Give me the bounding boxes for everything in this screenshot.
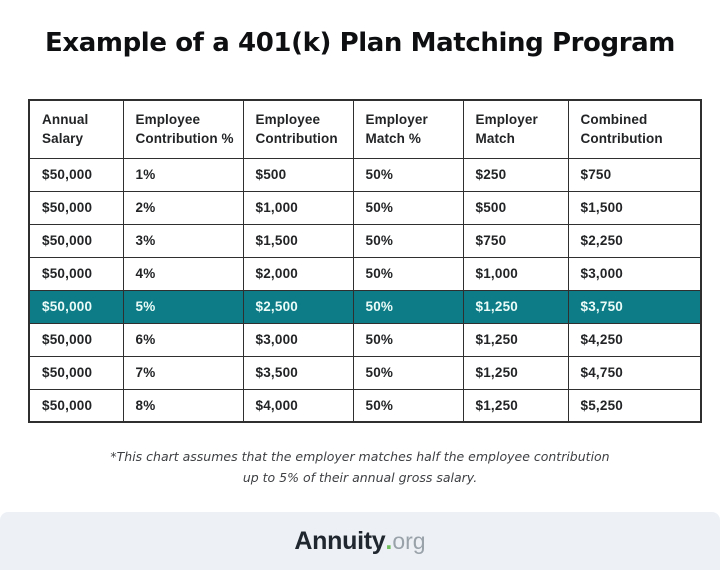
table-cell: 50% <box>352 322 464 357</box>
table-cell: $50,000 <box>28 355 124 390</box>
table-cell: $250 <box>462 157 569 192</box>
table-cell: $50,000 <box>28 322 124 357</box>
table-cell: $50,000 <box>28 223 124 258</box>
table-cell: 50% <box>352 388 464 423</box>
table-cell: $750 <box>567 157 702 192</box>
table-cell: $750 <box>462 223 569 258</box>
table-cell: $50,000 <box>28 157 124 192</box>
table-cell: $2,500 <box>242 289 354 324</box>
table-cell: $4,000 <box>242 388 354 423</box>
table-cell: $50,000 <box>28 388 124 423</box>
column-header-employee-contribution: Employee Contribution <box>242 99 354 159</box>
column-header-combined-contribution: Combined Contribution <box>567 99 702 159</box>
table-cell: $1,250 <box>462 388 569 423</box>
table-cell: $50,000 <box>28 256 124 291</box>
table-row-highlighted: $50,000 5% $2,500 50% $1,250 $3,750 <box>28 289 702 324</box>
table-cell: $2,250 <box>567 223 702 258</box>
table-cell: 50% <box>352 256 464 291</box>
table-cell: $3,000 <box>242 322 354 357</box>
table-row: $50,000 3% $1,500 50% $750 $2,250 <box>28 223 702 258</box>
table-row: $50,000 2% $1,000 50% $500 $1,500 <box>28 190 702 225</box>
footnote-line-1: *This chart assumes that the employer ma… <box>110 449 610 464</box>
table-cell: $2,000 <box>242 256 354 291</box>
table-cell: $1,500 <box>567 190 702 225</box>
table-cell: 5% <box>122 289 244 324</box>
footer-bar: Annuity. org <box>0 512 720 570</box>
column-header-annual-salary: Annual Salary <box>28 99 124 159</box>
column-header-employer-match-pct: Employer Match % <box>352 99 464 159</box>
table-cell: 6% <box>122 322 244 357</box>
table-cell: 1% <box>122 157 244 192</box>
table-cell: $500 <box>462 190 569 225</box>
column-header-employer-match: Employer Match <box>462 99 569 159</box>
matching-program-table: Annual Salary Employee Contribution % Em… <box>28 99 702 423</box>
table-cell: 7% <box>122 355 244 390</box>
footnote-line-2: up to 5% of their annual gross salary. <box>242 470 478 485</box>
table-row: $50,000 4% $2,000 50% $1,000 $3,000 <box>28 256 702 291</box>
table-cell: 50% <box>352 223 464 258</box>
table-cell: $50,000 <box>28 289 124 324</box>
table-cell: $1,250 <box>462 355 569 390</box>
page-title: Example of a 401(k) Plan Matching Progra… <box>45 28 675 58</box>
table-cell: 50% <box>352 355 464 390</box>
table-header-row: Annual Salary Employee Contribution % Em… <box>28 99 702 159</box>
table-cell: 4% <box>122 256 244 291</box>
table-cell: $3,000 <box>567 256 702 291</box>
table-cell: 50% <box>352 289 464 324</box>
logo-tld-text: org <box>392 527 426 554</box>
table-cell: $3,500 <box>242 355 354 390</box>
table-row: $50,000 6% $3,000 50% $1,250 $4,250 <box>28 322 702 357</box>
table-cell: $4,750 <box>567 355 702 390</box>
table-cell: 3% <box>122 223 244 258</box>
table-row: $50,000 1% $500 50% $250 $750 <box>28 157 702 192</box>
table-cell: $1,000 <box>242 190 354 225</box>
table-cell: 2% <box>122 190 244 225</box>
table-cell: $1,000 <box>462 256 569 291</box>
table-cell: $500 <box>242 157 354 192</box>
table-cell: $50,000 <box>28 190 124 225</box>
table-cell: $4,250 <box>567 322 702 357</box>
table-cell: 8% <box>122 388 244 423</box>
footnote: *This chart assumes that the employer ma… <box>0 446 720 488</box>
table-row: $50,000 8% $4,000 50% $1,250 $5,250 <box>28 388 702 423</box>
table-cell: 50% <box>352 190 464 225</box>
table-cell: $1,250 <box>462 322 569 357</box>
annuity-org-logo: Annuity. org <box>294 527 425 556</box>
table-cell: $5,250 <box>567 388 702 423</box>
logo-dot: . <box>385 526 393 555</box>
column-header-employee-contribution-pct: Employee Contribution % <box>122 99 244 159</box>
table-row: $50,000 7% $3,500 50% $1,250 $4,750 <box>28 355 702 390</box>
logo-brand-text: Annuity <box>294 526 386 555</box>
table-cell: $1,500 <box>242 223 354 258</box>
table-cell: $1,250 <box>462 289 569 324</box>
table-cell: $3,750 <box>567 289 702 324</box>
table-cell: 50% <box>352 157 464 192</box>
